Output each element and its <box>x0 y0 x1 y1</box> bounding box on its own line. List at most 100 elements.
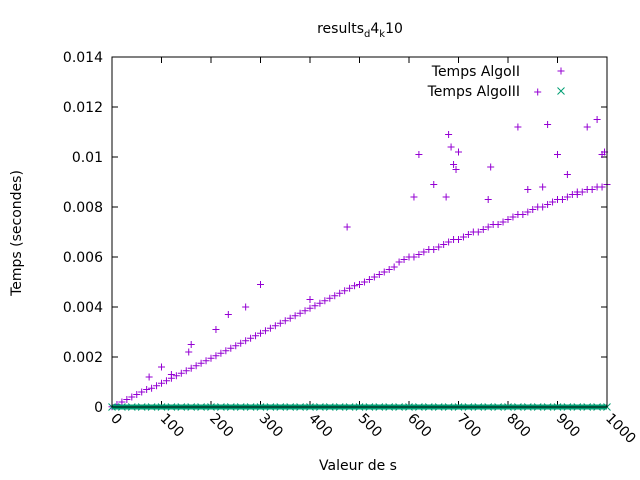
series-1-point-27 <box>242 337 250 345</box>
series-1-point-79 <box>499 218 507 226</box>
series-1-point-18 <box>197 359 205 367</box>
series-1-point-78 <box>494 221 502 228</box>
series-1-point-132 <box>593 116 601 123</box>
series-1-point-39 <box>301 307 309 315</box>
series-1-point-51 <box>360 278 368 286</box>
series-1-point-101 <box>145 373 153 381</box>
x-tick-label-9: 900 <box>553 411 583 441</box>
title-base: results <box>317 21 364 37</box>
series-1-point-49 <box>351 282 359 290</box>
series-1-point-125 <box>534 88 542 96</box>
series-1-point-2 <box>118 398 126 406</box>
series-1-point-28 <box>247 334 255 342</box>
series-1-point-81 <box>509 213 517 221</box>
series-1-point-76 <box>484 223 492 231</box>
series-1-point-65 <box>430 246 438 253</box>
series-1-point-103 <box>167 371 175 378</box>
y-tick-label-5: 0.01 <box>72 150 103 166</box>
x-tick-label-3: 300 <box>256 411 286 441</box>
series-1-point-113 <box>415 151 423 158</box>
y-tick-label-1: 0.002 <box>63 350 103 366</box>
series-1-point-13 <box>172 372 180 380</box>
series-1-point-105 <box>187 341 195 348</box>
series-1-point-26 <box>237 339 245 347</box>
series-1-point-62 <box>415 251 423 258</box>
series-1-point-48 <box>346 284 354 292</box>
series-1-point-59 <box>400 256 408 263</box>
series-1-point-4 <box>128 393 136 401</box>
legend-marker-2 <box>557 87 565 95</box>
series-1-point-56 <box>385 266 393 273</box>
series-1-point-72 <box>464 231 472 238</box>
series-1-point-38 <box>296 309 304 317</box>
series-1-point-109 <box>257 281 264 288</box>
series-1-point-85 <box>529 206 537 213</box>
series-1-point-7 <box>143 386 151 393</box>
series-1-point-50 <box>356 281 363 288</box>
plot-frame <box>111 56 608 408</box>
series-1-point-47 <box>341 287 349 295</box>
series-1-point-19 <box>202 357 210 365</box>
series-1-point-11 <box>162 377 170 385</box>
series-1-point-117 <box>447 143 455 151</box>
legend-label-1: Temps AlgoII <box>431 64 520 80</box>
series-1-point-102 <box>158 363 165 371</box>
series-1-point-63 <box>420 248 428 256</box>
y-tick-label-3: 0.006 <box>63 250 103 266</box>
series-1-point-44 <box>326 294 334 302</box>
series-1-point-84 <box>524 208 532 216</box>
series-1-point-37 <box>291 312 299 320</box>
series-1-point-97 <box>588 186 596 193</box>
series-1-point-68 <box>445 238 453 246</box>
title-mid: 4 <box>370 21 379 37</box>
series-1-point-74 <box>474 228 482 236</box>
x-tick-label-5: 500 <box>355 411 385 441</box>
series-1-point-16 <box>187 364 195 372</box>
series-1-point-33 <box>271 322 279 330</box>
series-1-point-61 <box>410 253 418 261</box>
series-1-point-22 <box>217 349 225 357</box>
x-tick-label-7: 700 <box>454 411 484 441</box>
series-1-point-123 <box>514 123 522 131</box>
series-1-point-10 <box>158 379 165 387</box>
series-1-point-126 <box>539 183 547 191</box>
series-1-point-5 <box>133 391 141 398</box>
series-1-point-31 <box>261 327 269 335</box>
series-1-points <box>108 88 611 411</box>
series-1-point-20 <box>207 354 215 362</box>
series-1-point-14 <box>177 369 185 377</box>
y-tick-label-7: 0.014 <box>63 50 103 66</box>
series-1-point-119 <box>452 166 460 173</box>
series-1-point-67 <box>440 241 448 248</box>
series-1-point-130 <box>573 188 581 196</box>
series-1-point-8 <box>148 384 156 392</box>
series-1-point-88 <box>544 201 552 208</box>
legend-label-2: Temps AlgoIII <box>427 84 520 100</box>
series-1-point-15 <box>182 367 190 375</box>
series-1-point-52 <box>365 276 373 283</box>
series-1-point-115 <box>442 193 450 201</box>
series-1-point-128 <box>554 151 561 158</box>
series-1-point-36 <box>286 314 294 322</box>
title-tail: 10 <box>385 21 403 37</box>
series-1-point-24 <box>227 344 235 352</box>
series-1-point-112 <box>410 193 418 201</box>
series-1-point-116 <box>445 131 453 138</box>
series-1-point-131 <box>583 123 591 131</box>
series-1-point-111 <box>343 223 351 231</box>
x-tick-label-1: 100 <box>157 411 187 441</box>
series-1-point-120 <box>455 148 462 156</box>
title-sub-2: k <box>379 29 385 40</box>
series-1-point-23 <box>222 347 230 355</box>
series-1-point-121 <box>484 196 492 203</box>
series-1-point-46 <box>336 289 344 297</box>
series-1-point-9 <box>153 382 161 390</box>
series-1-point-40 <box>306 304 314 312</box>
series-1-point-92 <box>563 193 571 201</box>
series-1-point-107 <box>224 311 232 318</box>
x-axis-label: Valeur de s <box>319 458 397 474</box>
series-1-point-21 <box>212 352 220 360</box>
series-1-point-106 <box>212 326 220 333</box>
chart-title: resultsd4k10 <box>317 21 403 40</box>
